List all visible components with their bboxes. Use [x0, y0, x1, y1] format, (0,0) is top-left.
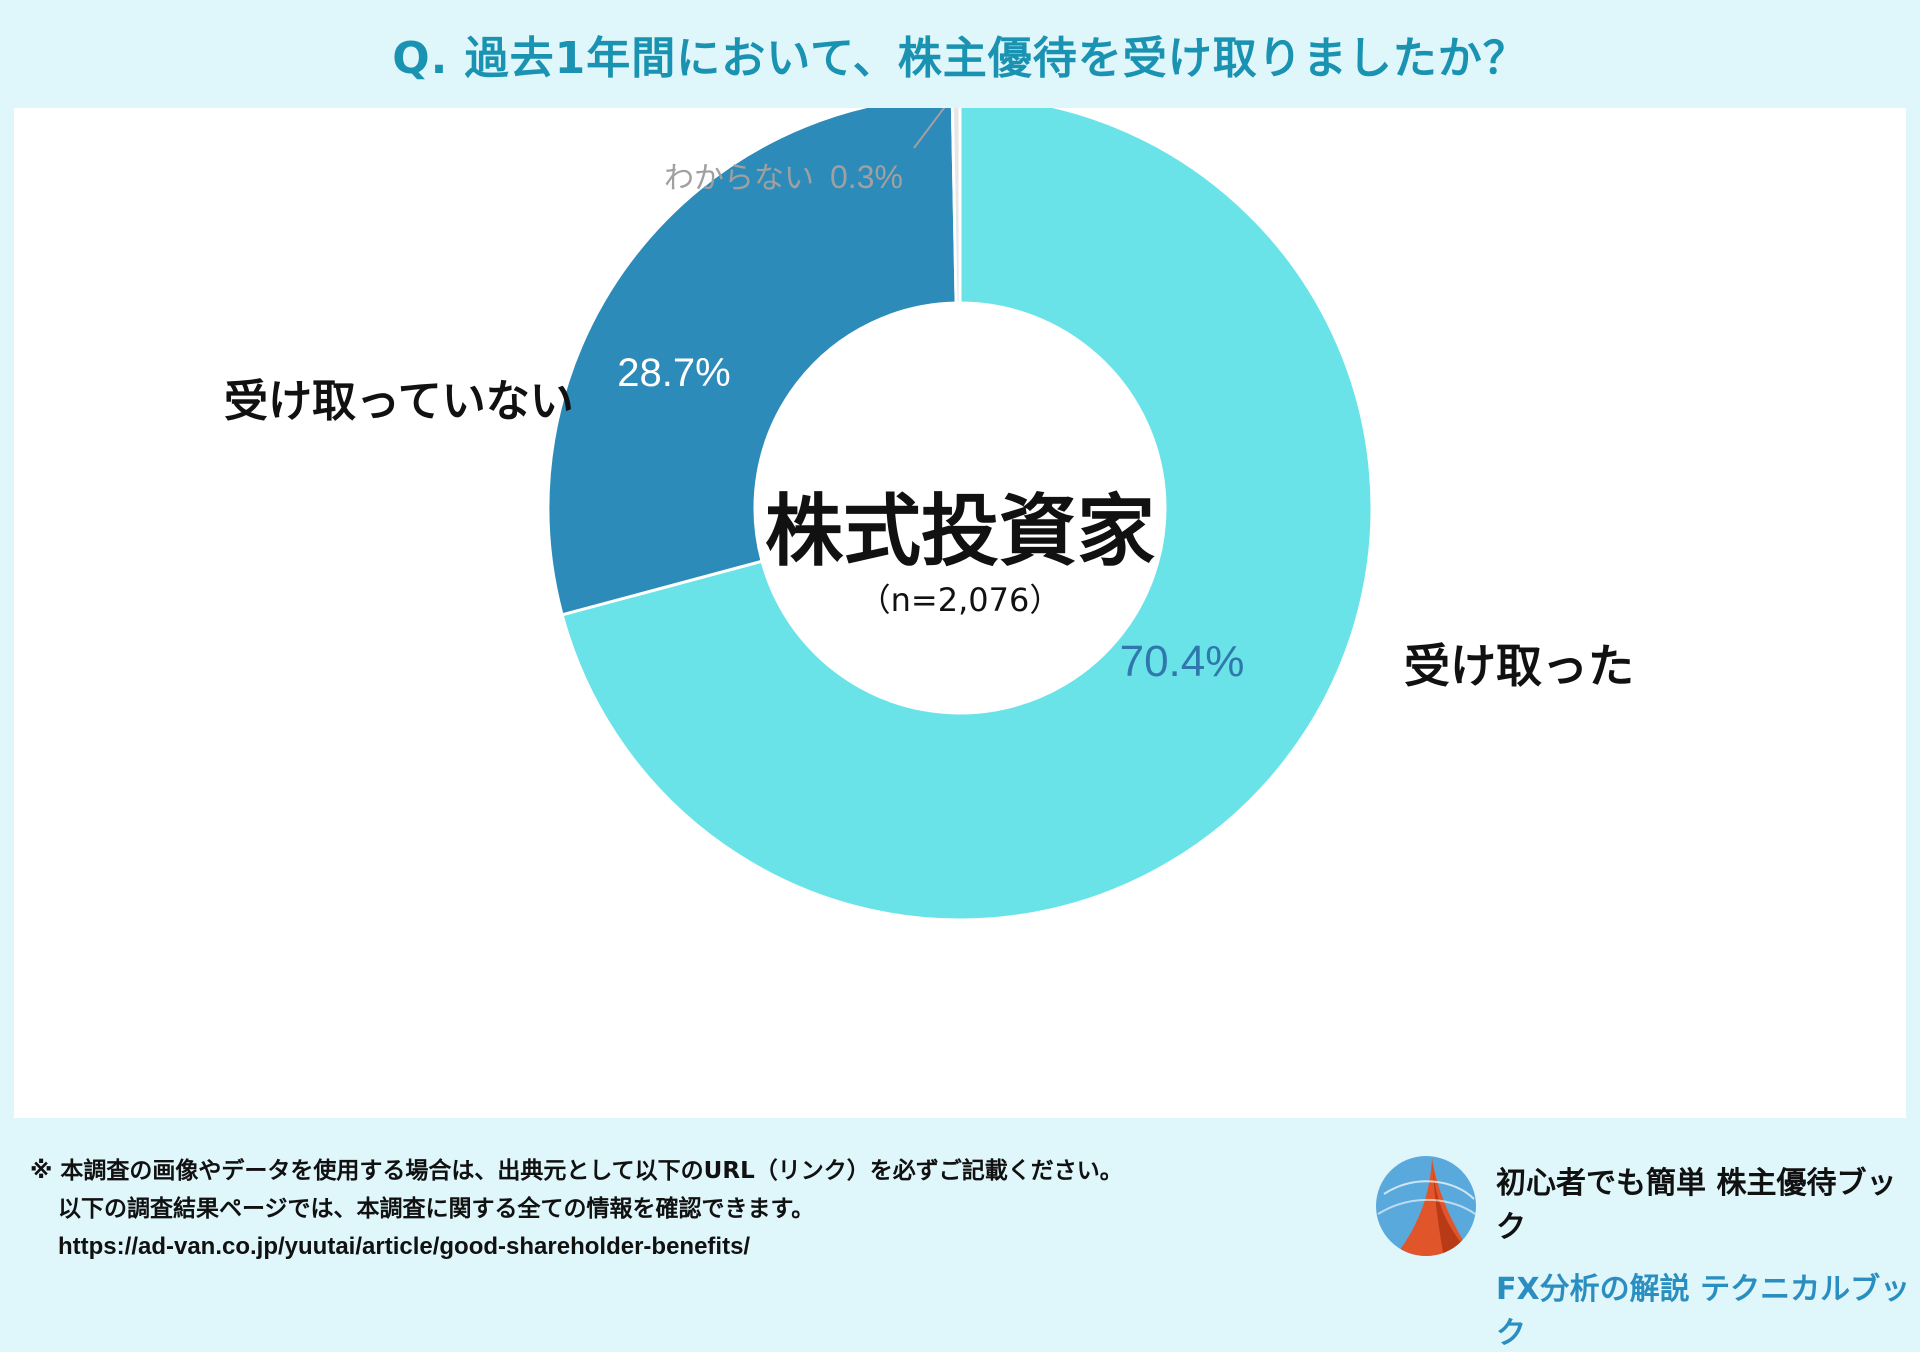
- brand-line1: 初心者でも簡単 株主優待ブック: [1496, 1166, 1897, 1245]
- center-sublabel: （n=2,076）: [859, 581, 1062, 619]
- donut-chart: 株式投資家 （n=2,076） 70.4% 受け取った 28.7% 受け取っていない わから…: [224, 108, 1634, 922]
- chart-panel: 株式投資家 （n=2,076） 70.4% 受け取った 28.7% 受け取っていない わから…: [14, 108, 1906, 1118]
- slice-received: [560, 108, 1374, 922]
- footer-note-line1: ※ 本調査の画像やデータを使用する場合は、出典元として以下のURL（リンク）を必…: [30, 1158, 1123, 1184]
- value-label-not-received: 28.7%: [617, 351, 730, 395]
- category-label-received: 受け取った: [1404, 639, 1634, 693]
- source-url[interactable]: https://ad-van.co.jp/yuutai/article/good…: [58, 1233, 751, 1260]
- category-label-unknown: わからない: [664, 161, 814, 196]
- slice-unknown: [950, 108, 962, 305]
- footer-note-line2: 以下の調査結果ページでは、本調査に関する全ての情報を確認できます。: [58, 1196, 815, 1222]
- footer-note: ※ 本調査の画像やデータを使用する場合は、出典元として以下のURL（リンク）を必…: [30, 1152, 1123, 1266]
- brand-block: 初心者でも簡単 株主優待ブック FX分析の解説 テクニカルブック: [1496, 1158, 1920, 1352]
- value-label-received: 70.4%: [1120, 637, 1245, 686]
- brand-line2: FX分析の解説 テクニカルブック: [1496, 1272, 1911, 1351]
- center-label: 株式投資家: [765, 487, 1155, 577]
- slice-not-received: [546, 108, 958, 617]
- value-label-unknown: 0.3%: [830, 159, 903, 195]
- leader-line-unknown: [913, 108, 946, 149]
- globe-mountain-icon: [1376, 1156, 1476, 1256]
- chart-title: Q. 過去1年間において、株主優待を受け取りましたか？: [392, 33, 1528, 84]
- category-label-not-received: 受け取っていない: [224, 376, 574, 427]
